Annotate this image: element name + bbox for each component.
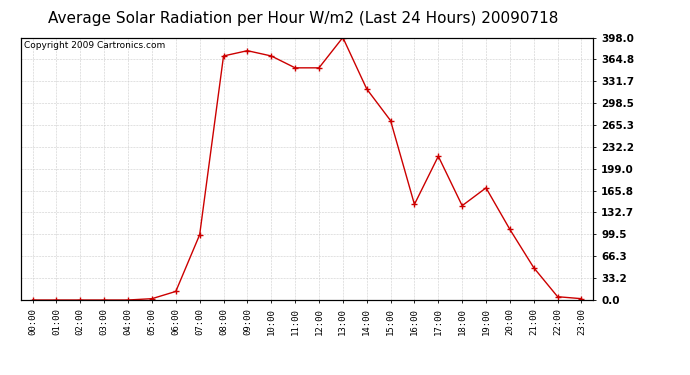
Text: Copyright 2009 Cartronics.com: Copyright 2009 Cartronics.com: [23, 42, 165, 51]
Text: Average Solar Radiation per Hour W/m2 (Last 24 Hours) 20090718: Average Solar Radiation per Hour W/m2 (L…: [48, 11, 559, 26]
